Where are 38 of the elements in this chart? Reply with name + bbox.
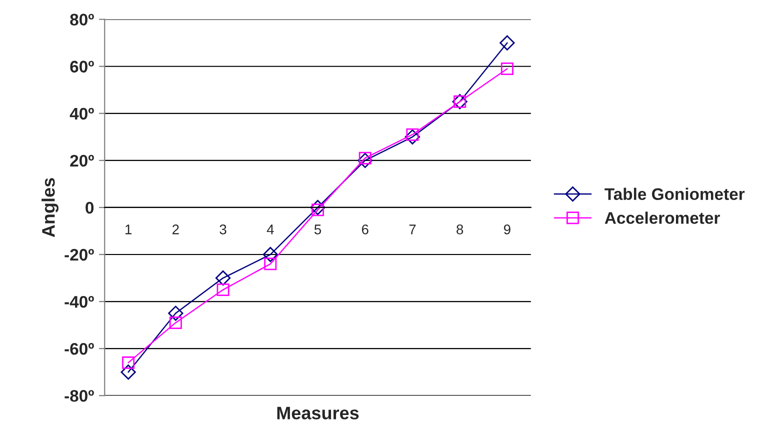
legend-label: Accelerometer <box>604 212 720 224</box>
y-tick-label: -20º <box>64 248 94 261</box>
point <box>120 364 136 380</box>
point <box>358 152 372 164</box>
x-tick-label: 6 <box>362 224 368 234</box>
y-tick-label: 20º <box>70 154 94 167</box>
point <box>169 316 182 329</box>
x-tick-label: 1 <box>126 224 132 234</box>
y-tick-label: 60º <box>70 60 94 73</box>
point <box>358 152 373 168</box>
point <box>262 246 278 262</box>
x-tick-label: 2 <box>172 224 179 234</box>
x-tick-label: 8 <box>456 224 464 234</box>
point <box>310 200 326 216</box>
point <box>312 204 324 216</box>
point <box>168 306 184 321</box>
point <box>215 270 231 286</box>
y-axis-title: Angles <box>42 178 58 238</box>
x-axis-title: Measures <box>277 406 359 420</box>
point <box>264 258 277 270</box>
x-tick-label: 5 <box>314 224 322 234</box>
x-tick-label: 7 <box>409 224 416 234</box>
y-tick-label: 0 <box>86 202 94 214</box>
y-tick-label: 80º <box>70 14 94 26</box>
x-tick-label: 3 <box>220 224 226 234</box>
legend-label: Table Goniometer <box>604 188 745 200</box>
x-tick-label: 9 <box>504 224 510 234</box>
x-tick-label: 4 <box>266 224 274 234</box>
point <box>406 128 419 141</box>
point <box>122 356 135 369</box>
point <box>500 35 515 50</box>
point <box>500 62 514 75</box>
point <box>404 129 420 144</box>
y-tick-label: -40º <box>64 296 94 308</box>
point <box>216 284 230 296</box>
y-tick-label: 40º <box>70 108 94 120</box>
y-tick-label: -60º <box>64 342 94 355</box>
y-tick-label: -80º <box>64 390 94 402</box>
